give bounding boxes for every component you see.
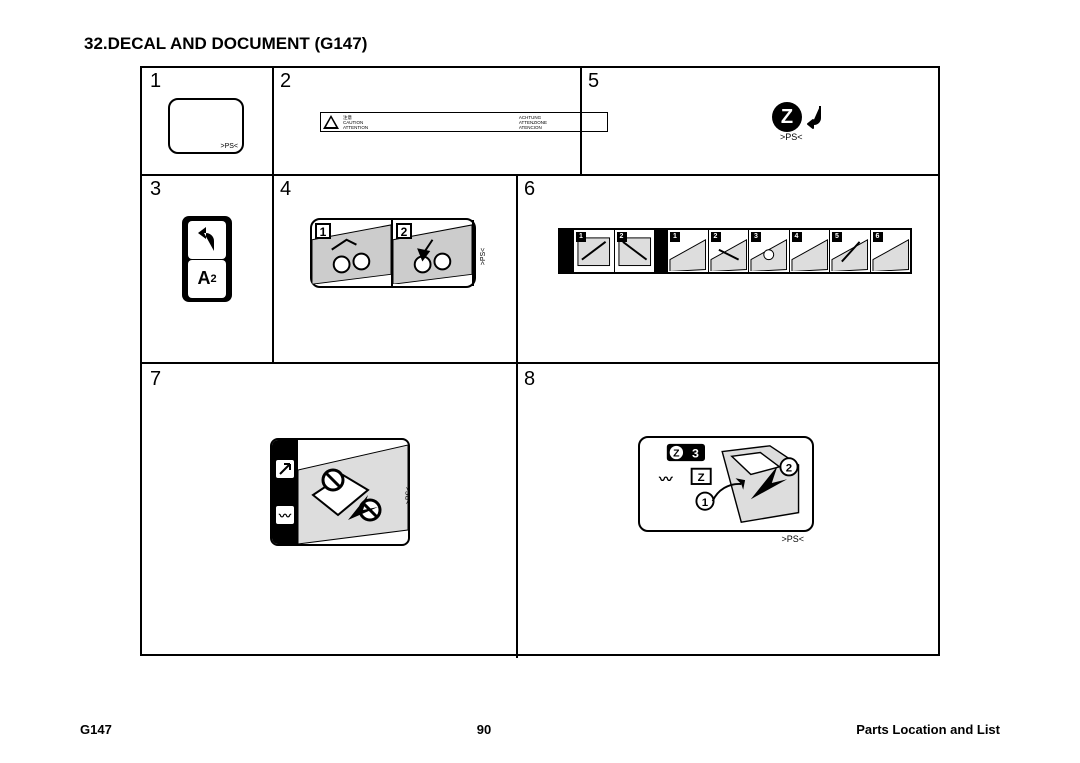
decal-7-illustration bbox=[298, 440, 408, 544]
strip-group-right: 1 2 3 4 5 6 bbox=[668, 230, 910, 272]
decal-1-blank-panel bbox=[168, 98, 244, 154]
mini-tag: 5 bbox=[832, 232, 842, 242]
divider bbox=[142, 174, 938, 176]
mini-tag: 2 bbox=[711, 232, 721, 242]
svg-text:3: 3 bbox=[692, 446, 699, 460]
decal-4-pane-1: 1 bbox=[312, 220, 393, 286]
arrow-icon bbox=[276, 460, 294, 478]
strip-side-label bbox=[654, 230, 668, 272]
cell-number-8: 8 bbox=[524, 368, 535, 391]
a2-label: A2 bbox=[188, 260, 226, 298]
cell-number-4: 4 bbox=[280, 178, 291, 201]
decal-7-icon-column: 〰 bbox=[272, 440, 298, 544]
step-tag-2: 2 bbox=[396, 223, 412, 239]
ps-label: >PS< bbox=[780, 132, 828, 142]
decal-8-z3-panel: Z 3 〰 Z 1 2 >PS< bbox=[638, 436, 814, 532]
footer-page-number: 90 bbox=[477, 722, 491, 737]
cell-number-6: 6 bbox=[524, 178, 535, 201]
footer-model: G147 bbox=[80, 722, 112, 737]
mini-tag: 6 bbox=[873, 232, 883, 242]
cell-number-5: 5 bbox=[588, 70, 599, 93]
caution-triangle-icon bbox=[323, 115, 339, 129]
svg-text:〰: 〰 bbox=[658, 472, 673, 487]
caution-text-right: ACHTUNG ATTENZIONE ATENCION bbox=[519, 115, 547, 130]
page-footer: G147 90 Parts Location and List bbox=[80, 722, 1000, 737]
ps-label: >PS< bbox=[781, 534, 804, 544]
svg-text:Z: Z bbox=[673, 447, 680, 459]
mini-tag: 4 bbox=[792, 232, 802, 242]
mini-tag: 3 bbox=[751, 232, 761, 242]
z-circle-icon: Z bbox=[772, 102, 802, 132]
cell-number-2: 2 bbox=[280, 70, 291, 93]
divider bbox=[272, 68, 274, 174]
divider bbox=[516, 362, 518, 658]
page-title: 32.DECAL AND DOCUMENT (G147) bbox=[84, 34, 1000, 54]
ps-label: >PS< bbox=[406, 487, 410, 505]
strip-group-left: 1 2 bbox=[574, 230, 654, 272]
svg-text:Z: Z bbox=[698, 472, 705, 484]
step-tag-1: 1 bbox=[315, 223, 331, 239]
cell-number-1: 1 bbox=[150, 70, 161, 93]
decal-6-long-strip: 1 2 1 2 3 4 5 6 bbox=[558, 228, 912, 274]
up-left-arrow-icon bbox=[188, 221, 226, 259]
decal-4-jam-clear: 1 2 >PS< bbox=[310, 218, 476, 288]
footer-section: Parts Location and List bbox=[856, 722, 1000, 737]
divider bbox=[516, 174, 518, 362]
strip-side-label bbox=[560, 230, 574, 272]
decal-7-jam-panel: 〰 >PS< bbox=[270, 438, 410, 546]
decal-2-caution-strip: 注意 CAUTION ATTENTION ACHTUNG ATTENZIONE … bbox=[320, 112, 608, 132]
diagram-frame: 1 2 5 3 4 6 7 8 注意 CAUTION ATTENTION ACH… bbox=[140, 66, 940, 656]
jam-icon: 〰 bbox=[276, 506, 294, 524]
ps-label: >PS< bbox=[481, 248, 488, 266]
return-arrow-icon bbox=[806, 102, 824, 130]
cell-number-7: 7 bbox=[150, 368, 161, 391]
svg-text:1: 1 bbox=[702, 497, 709, 509]
mini-tag: 2 bbox=[617, 232, 627, 242]
svg-text:2: 2 bbox=[786, 463, 792, 475]
divider bbox=[272, 174, 274, 362]
decal-8-illustration: Z 3 〰 Z 1 2 bbox=[644, 442, 808, 526]
mini-tag: 1 bbox=[670, 232, 680, 242]
divider bbox=[142, 362, 938, 364]
cell-number-3: 3 bbox=[150, 178, 161, 201]
decal-5-z-return: Z >PS< bbox=[772, 102, 828, 142]
caution-text-left: 注意 CAUTION ATTENTION bbox=[343, 115, 368, 130]
mini-tag: 1 bbox=[576, 232, 586, 242]
decal-4-pane-2: 2 bbox=[393, 220, 474, 286]
decal-3-a2-badge: A2 bbox=[182, 216, 232, 302]
